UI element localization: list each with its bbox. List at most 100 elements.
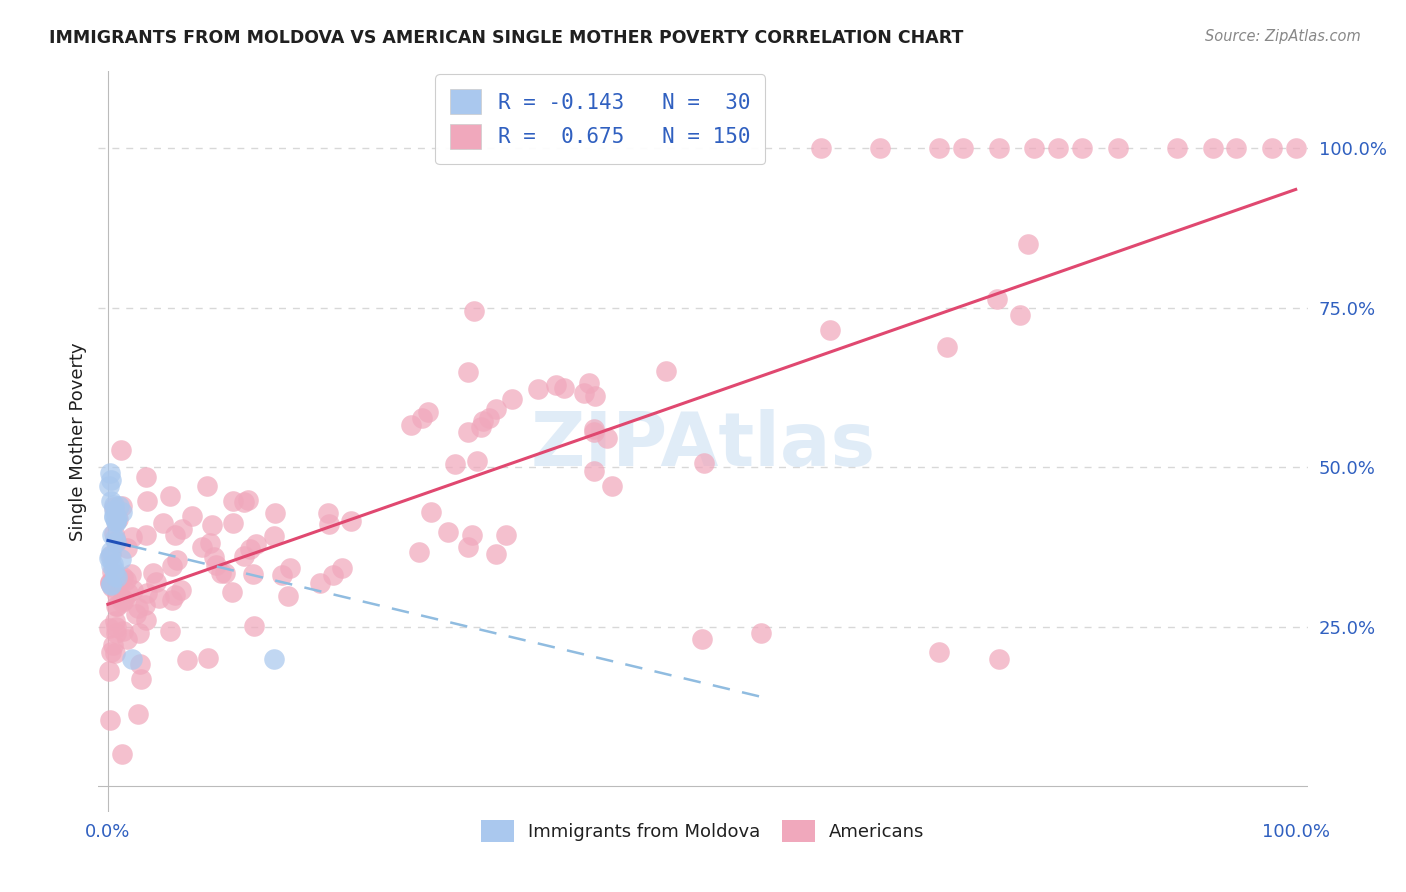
Point	[582, 425, 605, 439]
Point	[165, 588, 187, 602]
Point	[115, 541, 138, 555]
Point	[221, 494, 243, 508]
Point	[1047, 141, 1070, 155]
Point	[100, 528, 122, 542]
Point	[236, 492, 259, 507]
Point	[135, 494, 157, 508]
Point	[232, 549, 254, 564]
Point	[112, 591, 135, 606]
Point	[221, 584, 243, 599]
Point	[110, 443, 132, 458]
Point	[159, 489, 181, 503]
Point	[127, 707, 149, 722]
Point	[105, 534, 128, 549]
Point	[928, 141, 950, 155]
Text: ZIPAtlas: ZIPAtlas	[530, 409, 876, 482]
Point	[495, 528, 517, 542]
Point	[111, 499, 134, 513]
Point	[111, 505, 134, 519]
Point	[127, 600, 149, 615]
Point	[602, 479, 624, 493]
Point	[242, 619, 264, 633]
Point	[98, 664, 121, 678]
Point	[204, 558, 226, 573]
Point	[1225, 141, 1247, 155]
Point	[340, 515, 363, 529]
Point	[1166, 141, 1188, 155]
Point	[111, 624, 134, 639]
Y-axis label: Single Mother Poverty: Single Mother Poverty	[69, 343, 87, 541]
Point	[105, 533, 128, 548]
Point	[111, 570, 134, 584]
Point	[595, 431, 617, 445]
Point	[105, 599, 128, 613]
Point	[125, 607, 148, 622]
Point	[98, 479, 121, 493]
Point	[100, 493, 122, 508]
Point	[749, 626, 772, 640]
Point	[200, 536, 222, 550]
Point	[104, 515, 127, 529]
Point	[172, 522, 194, 536]
Point	[463, 303, 485, 318]
Point	[457, 425, 479, 439]
Point	[195, 479, 218, 493]
Point	[111, 747, 134, 762]
Point	[98, 713, 121, 727]
Point	[214, 566, 236, 581]
Point	[263, 651, 285, 665]
Point	[103, 500, 125, 515]
Point	[655, 364, 678, 378]
Point	[416, 405, 439, 419]
Point	[180, 508, 202, 523]
Point	[1010, 308, 1032, 322]
Point	[264, 506, 287, 520]
Point	[115, 573, 138, 587]
Point	[271, 567, 294, 582]
Point	[501, 392, 523, 406]
Point	[583, 464, 606, 478]
Point	[242, 567, 264, 582]
Point	[190, 540, 212, 554]
Point	[408, 545, 430, 559]
Point	[103, 509, 125, 524]
Point	[104, 646, 127, 660]
Point	[98, 551, 121, 566]
Point	[582, 422, 605, 436]
Point	[100, 544, 122, 558]
Point	[107, 499, 129, 513]
Point	[1107, 141, 1129, 155]
Point	[165, 528, 187, 542]
Point	[987, 651, 1010, 665]
Point	[399, 418, 422, 433]
Point	[103, 563, 125, 577]
Point	[578, 376, 600, 391]
Point	[986, 292, 1008, 306]
Point	[103, 510, 125, 524]
Point	[129, 672, 152, 686]
Point	[308, 576, 330, 591]
Point	[527, 383, 550, 397]
Point	[485, 401, 508, 416]
Point	[1285, 141, 1308, 155]
Point	[1024, 141, 1046, 155]
Point	[107, 511, 129, 525]
Point	[129, 657, 152, 671]
Point	[471, 414, 494, 428]
Point	[100, 578, 122, 592]
Point	[110, 551, 132, 566]
Point	[444, 458, 467, 472]
Point	[233, 495, 256, 509]
Point	[470, 420, 492, 434]
Point	[110, 574, 132, 589]
Point	[693, 456, 716, 470]
Point	[810, 141, 832, 155]
Point	[105, 514, 128, 528]
Point	[122, 583, 145, 598]
Point	[105, 620, 128, 634]
Point	[202, 549, 225, 564]
Point	[103, 525, 125, 540]
Point	[277, 590, 299, 604]
Point	[583, 389, 606, 403]
Point	[159, 624, 181, 639]
